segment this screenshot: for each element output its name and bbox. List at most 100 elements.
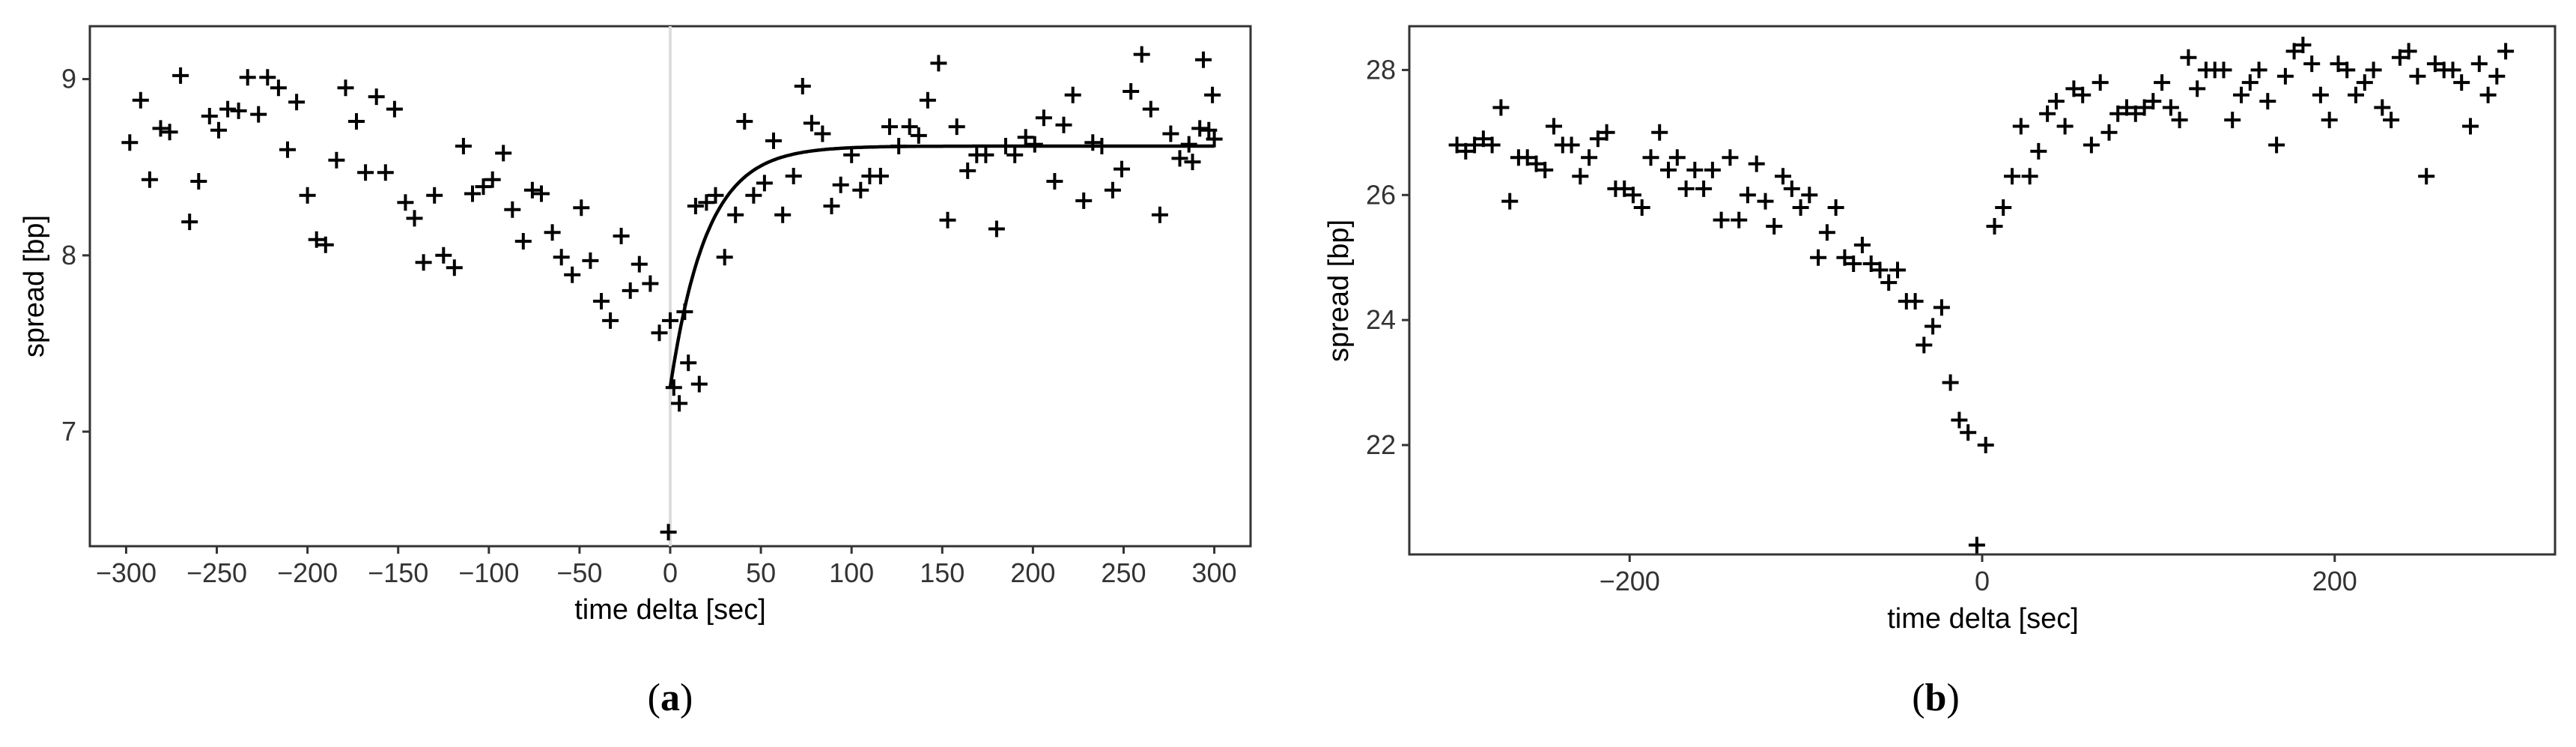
data-point — [814, 125, 831, 142]
data-point — [2470, 55, 2488, 73]
data-point — [2127, 105, 2144, 122]
data-point — [2453, 74, 2470, 91]
data-point — [1055, 116, 1072, 133]
data-point — [774, 206, 792, 223]
data-point — [2250, 61, 2267, 79]
data-point — [716, 249, 733, 266]
data-point — [2047, 93, 2065, 110]
y-tick-label: 7 — [61, 416, 76, 447]
data-point — [1075, 192, 1093, 209]
data-point — [2092, 74, 2109, 91]
data-point — [939, 211, 956, 229]
data-point — [2356, 74, 2373, 91]
data-point — [948, 118, 965, 136]
data-point — [495, 145, 512, 162]
data-point — [1563, 136, 1580, 154]
x-ticks-b: −200 0 200 — [1600, 554, 2357, 596]
data-point — [1766, 218, 1783, 235]
data-point — [1204, 86, 1221, 103]
data-point — [2215, 61, 2232, 79]
data-point — [2488, 67, 2506, 85]
panel-b: −200 0 200 22 24 26 28 time delta [sec] sprea… — [1323, 25, 2557, 719]
x-tick-label: −200 — [1600, 566, 1660, 596]
x-tick-label: 100 — [829, 557, 874, 588]
data-point — [2339, 61, 2356, 79]
data-point — [1046, 173, 1063, 190]
data-point — [2285, 43, 2303, 60]
data-point — [1907, 293, 1924, 310]
data-point — [259, 69, 276, 86]
data-point — [698, 194, 715, 211]
data-point — [1686, 161, 1704, 178]
data-point — [1731, 211, 1748, 229]
data-point — [1457, 142, 1474, 160]
data-point — [2276, 67, 2294, 85]
data-point — [687, 198, 704, 214]
data-point — [1677, 180, 1695, 197]
data-point — [2030, 142, 2047, 160]
data-point — [631, 255, 648, 273]
data-point — [1581, 149, 1598, 166]
data-point — [919, 91, 936, 109]
x-tick-label: 0 — [663, 557, 678, 588]
y-ticks-a: 7 8 9 — [61, 64, 90, 447]
data-point — [2312, 86, 2329, 103]
data-point — [1783, 180, 1800, 197]
x-tick-label: −50 — [556, 557, 602, 588]
data-point — [514, 233, 532, 249]
data-point — [210, 121, 227, 139]
data-point — [756, 175, 773, 192]
y-tick-label: 9 — [61, 64, 76, 94]
data-point — [2409, 67, 2426, 85]
data-point — [455, 138, 472, 154]
data-point — [279, 141, 296, 158]
x-tick-label: −150 — [368, 557, 428, 588]
data-point — [1624, 187, 1641, 204]
data-point — [1880, 274, 1898, 291]
data-point — [152, 120, 169, 137]
data-point — [872, 168, 889, 184]
data-point — [1801, 187, 1818, 204]
data-point — [1006, 146, 1024, 163]
data-point — [2259, 93, 2276, 110]
data-point — [2383, 112, 2400, 129]
data-point — [1792, 199, 1809, 216]
data-point — [1862, 255, 1880, 272]
data-point — [959, 162, 976, 179]
data-point — [475, 178, 492, 196]
data-point — [2162, 99, 2179, 116]
data-point — [2180, 49, 2197, 66]
data-point — [823, 198, 840, 214]
data-point — [1651, 124, 1668, 141]
data-point — [2444, 61, 2461, 79]
data-point — [2348, 86, 2364, 103]
data-point — [288, 94, 306, 111]
data-point — [765, 132, 782, 149]
data-point — [161, 124, 178, 141]
data-point — [1933, 299, 1950, 316]
data-point — [2074, 86, 2092, 103]
data-point — [377, 164, 394, 181]
data-point — [1775, 168, 1791, 185]
data-point — [2118, 99, 2135, 116]
data-point — [736, 113, 753, 130]
x-tick-label: 150 — [920, 557, 965, 588]
data-point — [308, 231, 325, 248]
x-tick-label: 50 — [746, 557, 776, 588]
data-point — [1162, 125, 1179, 142]
data-point — [397, 194, 414, 211]
y-axis-title-b: spread [bp] — [1323, 220, 1355, 362]
data-point — [348, 113, 365, 130]
x-ticks-a: −300 −250 −200 −150 −100 −50 0 50 100 150 200 250 30… — [96, 546, 1237, 588]
data-point — [141, 171, 158, 188]
data-point — [1642, 149, 1659, 166]
y-tick-label: 22 — [1366, 429, 1396, 460]
data-point — [2065, 80, 2083, 97]
data-point — [504, 201, 521, 218]
data-point — [2330, 55, 2347, 73]
data-point — [1546, 118, 1562, 135]
plot-area-b — [1448, 37, 2515, 554]
data-point — [172, 67, 189, 84]
panel-letter-a: a — [660, 677, 680, 719]
data-point — [676, 303, 693, 321]
